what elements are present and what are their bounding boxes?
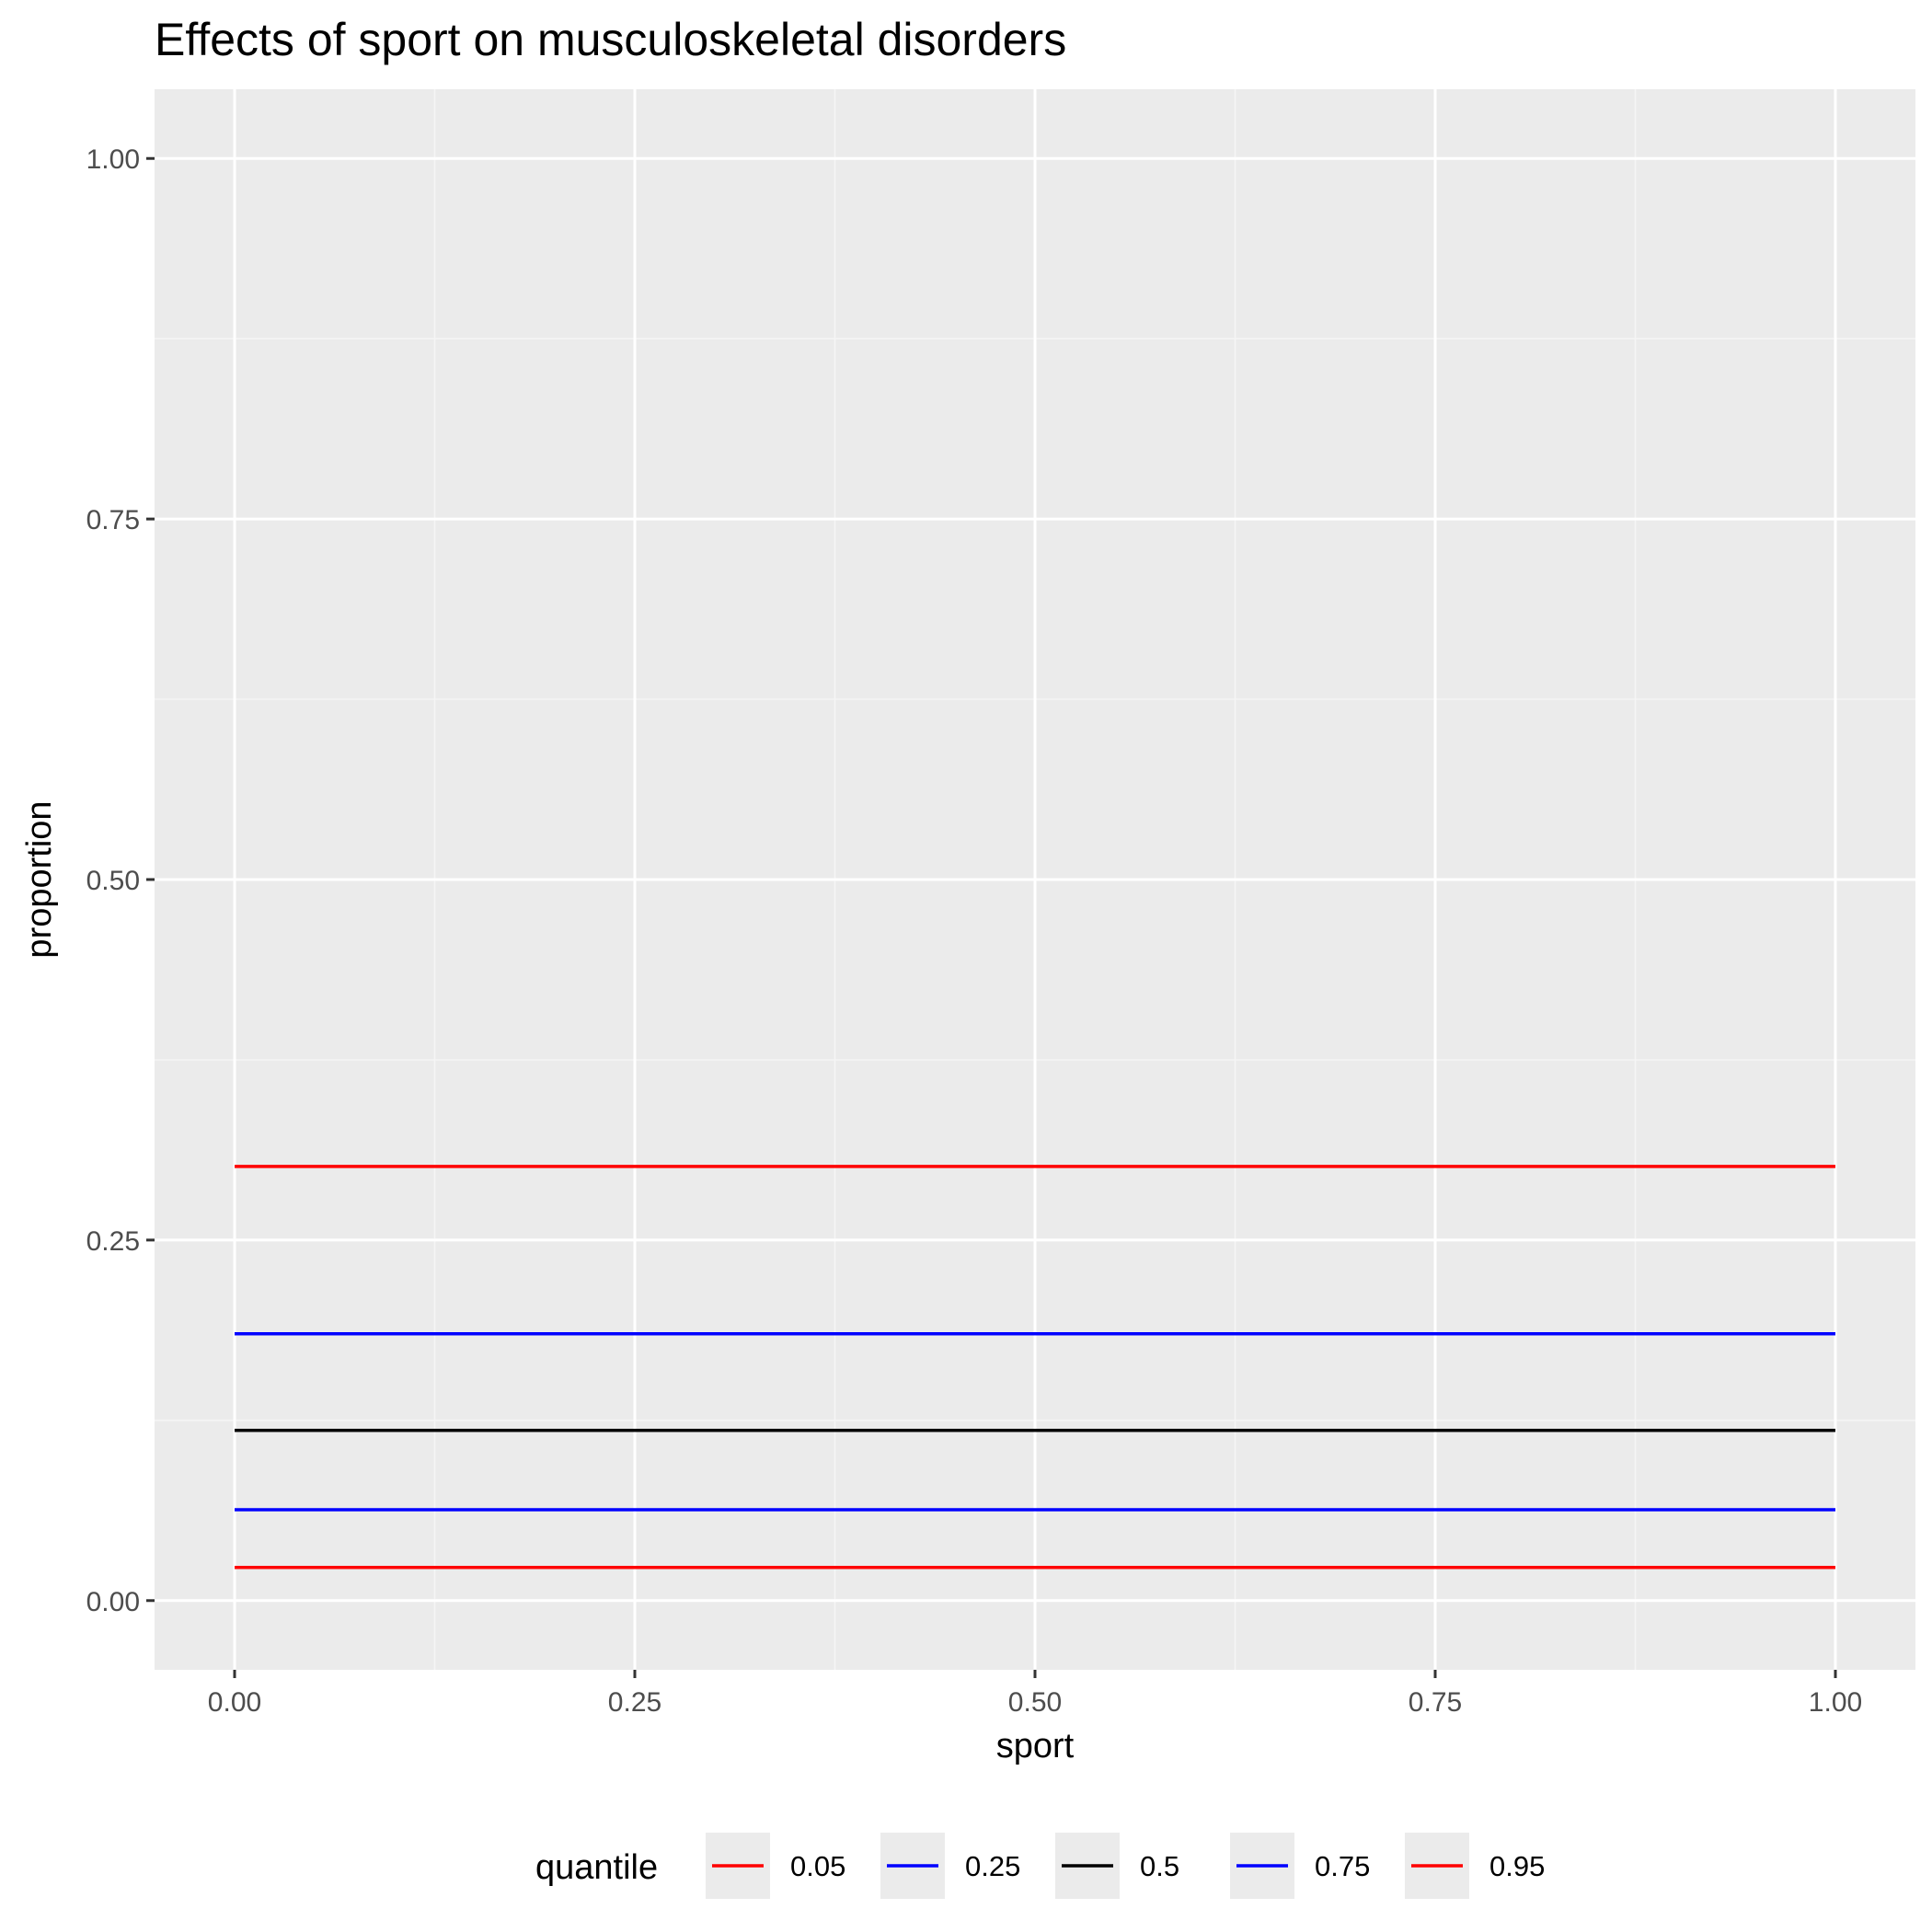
legend-label: 0.5	[1140, 1850, 1179, 1882]
series-lines	[235, 1165, 1835, 1570]
legend-item-q0-95: 0.95	[1405, 1833, 1545, 1899]
y-tick-label: 0.25	[86, 1226, 140, 1257]
major-gridlines	[155, 89, 1915, 1670]
y-tick-label: 0.75	[86, 505, 140, 535]
chart-title: Effects of sport on musculoskeletal diso…	[155, 14, 1066, 65]
x-tick-label: 0.25	[608, 1687, 661, 1718]
legend: quantile 0.05 0.25 0.5 0.75 0.95	[535, 1833, 1545, 1899]
y-axis: 0.00 0.25 0.50 0.75 1.00	[86, 144, 155, 1617]
x-tick-label: 0.00	[208, 1687, 261, 1718]
legend-label: 0.75	[1315, 1850, 1370, 1882]
y-tick-label: 0.50	[86, 866, 140, 896]
legend-item-q0-5: 0.5	[1055, 1833, 1179, 1899]
legend-label: 0.95	[1489, 1850, 1545, 1882]
y-tick-label: 1.00	[86, 144, 140, 175]
legend-label: 0.25	[965, 1850, 1020, 1882]
legend-item-q0-75: 0.75	[1230, 1833, 1370, 1899]
y-tick-label: 0.00	[86, 1587, 140, 1617]
legend-label: 0.05	[790, 1850, 845, 1882]
x-tick-label: 0.50	[1008, 1687, 1062, 1718]
x-axis-title: sport	[996, 1727, 1075, 1765]
x-axis: 0.00 0.25 0.50 0.75 1.00	[208, 1670, 1862, 1718]
legend-item-q0-05: 0.05	[706, 1833, 845, 1899]
legend-items: 0.05 0.25 0.5 0.75 0.95	[706, 1833, 1545, 1899]
x-tick-label: 1.00	[1809, 1687, 1862, 1718]
y-axis-title: proportion	[20, 800, 59, 958]
x-tick-label: 0.75	[1409, 1687, 1462, 1718]
legend-title: quantile	[535, 1848, 658, 1887]
legend-item-q0-25: 0.25	[880, 1833, 1020, 1899]
